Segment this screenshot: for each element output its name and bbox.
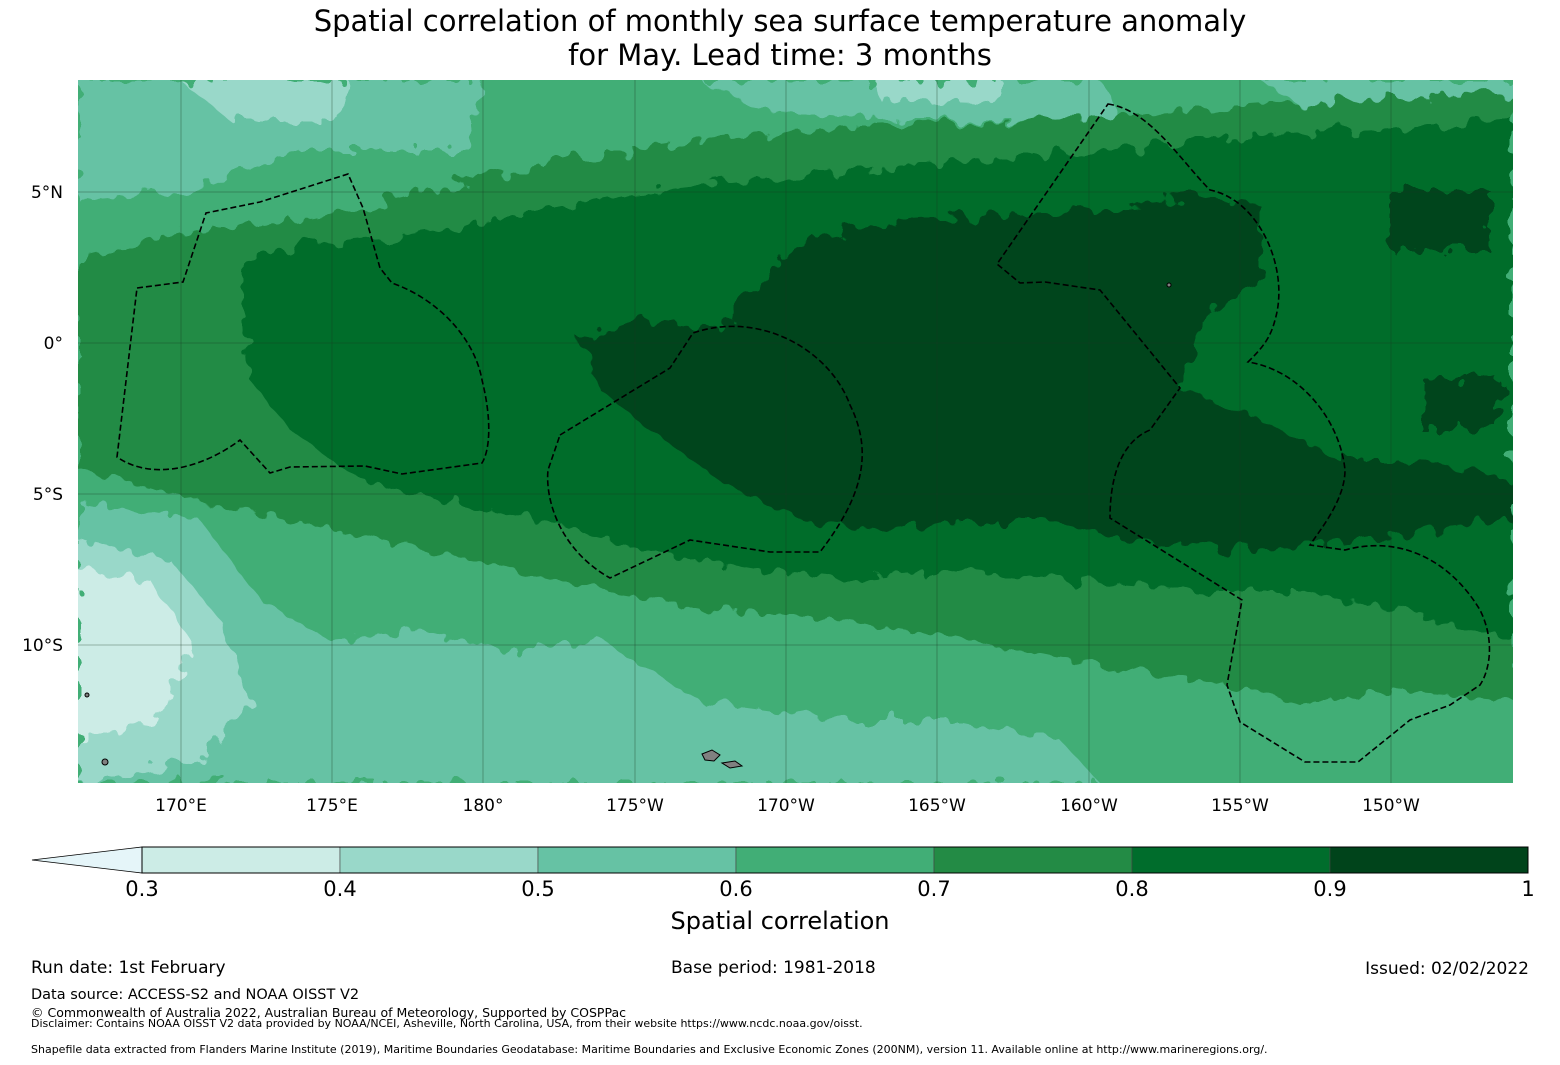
axis-labels: 170°E 175°E 180° 175°W 170°W 165°W 160°W… (22, 183, 1420, 816)
lat-label: 5°N (31, 183, 63, 203)
shapefile-credit: Shapefile data extracted from Flanders M… (31, 1043, 1268, 1056)
gridlines (78, 80, 1513, 783)
colorbar-segment (141, 846, 341, 874)
base-period: Base period: 1981-2018 (671, 958, 876, 978)
field-0.4-0.5-c (870, 80, 1010, 104)
field-0.9-1 (580, 195, 1513, 550)
samoa-island (701, 749, 721, 762)
eez-kiribati-gilbert (116, 173, 490, 475)
colorbar-tick: 0.7 (917, 877, 950, 901)
colorbar (31, 846, 1529, 874)
data-source: Data source: ACCESS-S2 and NOAA OISST V2 (31, 987, 360, 1003)
colorbar-tick: 0.3 (125, 877, 158, 901)
island-dot (84, 692, 90, 698)
issued-date: Issued: 02/02/2022 (1365, 959, 1529, 979)
samoa-island-2 (720, 760, 744, 769)
colorbar-extend-arrow (31, 846, 143, 874)
lon-label: 170°W (757, 796, 815, 816)
colorbar-ticks: 0.3 0.4 0.5 0.6 0.7 0.8 0.9 1 (125, 877, 1534, 901)
run-date: Run date: 1st February (31, 958, 226, 978)
map-title-line-1: Spatial correlation of monthly sea surfa… (313, 4, 1247, 38)
correlation-map: 170°E 175°E 180° 175°W 170°W 165°W 160°W… (22, 80, 1535, 935)
map-title-line-2: for May. Lead time: 3 months (568, 38, 992, 72)
lon-label: 175°E (306, 796, 358, 816)
colorbar-tick: 1 (1521, 877, 1534, 901)
field-0.3-0.4 (78, 570, 190, 740)
island-dot (1166, 282, 1172, 288)
copyright: © Commonwealth of Australia 2022, Austra… (31, 1005, 626, 1020)
disclaimer: Disclaimer: Contains NOAA OISST V2 data … (31, 1017, 863, 1030)
colorbar-segment (735, 846, 935, 874)
colorbar-segment (1329, 846, 1529, 874)
colorbar-segment (339, 846, 539, 874)
colorbar-label: Spatial correlation (670, 907, 889, 935)
lat-label: 0° (44, 334, 63, 354)
field-0.9-1-c (1420, 380, 1500, 430)
lon-label: 165°W (908, 796, 966, 816)
colorbar-tick: 0.9 (1313, 877, 1346, 901)
lon-label: 160°W (1060, 796, 1118, 816)
lon-label: 150°W (1362, 796, 1420, 816)
colorbar-tick: 0.8 (1115, 877, 1148, 901)
island-dot (101, 758, 109, 766)
eez-kiribati-line (995, 103, 1491, 763)
field-0.5-0.6 (78, 80, 480, 200)
field-0.4-0.5-b (180, 80, 350, 120)
colorbar-segment (933, 846, 1133, 874)
colorbar-tick: 0.5 (521, 877, 554, 901)
colorbar-tick: 0.4 (323, 877, 356, 901)
field-0.5-0.6-b (78, 500, 1100, 783)
colorbar-tick: 0.6 (719, 877, 752, 901)
eez-tokelau (546, 325, 863, 579)
map-field (78, 80, 1513, 783)
field-0.9-1-b (1390, 190, 1490, 250)
lon-label: 175°W (606, 796, 664, 816)
eez-boundaries (116, 103, 1491, 763)
colorbar-segment (537, 846, 737, 874)
colorbar-frame (141, 846, 1529, 874)
lon-label: 170°E (155, 796, 207, 816)
colorbar-segment (1131, 846, 1331, 874)
islands (84, 282, 1172, 769)
lat-label: 10°S (22, 636, 63, 656)
lat-label: 5°S (33, 485, 63, 505)
lon-label: 180° (463, 796, 504, 816)
lon-label: 155°W (1211, 796, 1269, 816)
